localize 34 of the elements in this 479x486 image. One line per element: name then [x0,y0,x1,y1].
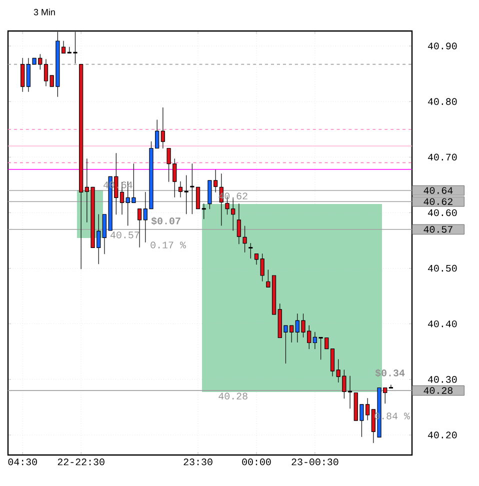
y-tick-label: 40.50 [428,264,457,272]
y-tick-label: 40.20 [428,432,457,438]
y-tick-label: 40.30 [428,376,457,383]
annotation: $0.07 [151,216,180,226]
y-tick-label: 40.60 [428,209,457,216]
ref-line-label: 40.28 [424,387,452,394]
candlestick [330,348,335,376]
x-tick-label: 23:30 [184,458,212,466]
ref-line-label: 40.62 [424,198,452,205]
candlestick [248,242,253,259]
x-tick-label: 23-00:30 [292,458,338,466]
x-tick-label: 22-22:30 [58,458,104,466]
candlestick [160,107,165,149]
candlestick [388,384,394,389]
annotation: 0.17 % [150,242,186,248]
x-tick-label: 00:00 [242,458,271,466]
candlestick [254,254,259,265]
y-tick-label: 40.70 [428,154,457,161]
candlestick [196,186,200,210]
annotation: 40.28 [218,392,248,400]
ref-line-label: 40.64 [424,187,453,194]
candlestick [20,58,25,92]
candlestick [236,204,241,244]
y-tick-label: 40.40 [428,320,457,328]
chart-title: 3 Min [34,8,55,16]
y-tick-label: 40.90 [428,42,457,50]
x-tick-label: 04:30 [8,458,37,466]
candlestick [242,226,247,252]
candlestick [44,59,48,86]
y-tick-label: 40.80 [428,98,457,105]
candlestick [79,64,84,270]
candlestick [260,254,264,282]
ref-line-label: 40.57 [424,226,452,233]
candlestick [202,204,206,220]
